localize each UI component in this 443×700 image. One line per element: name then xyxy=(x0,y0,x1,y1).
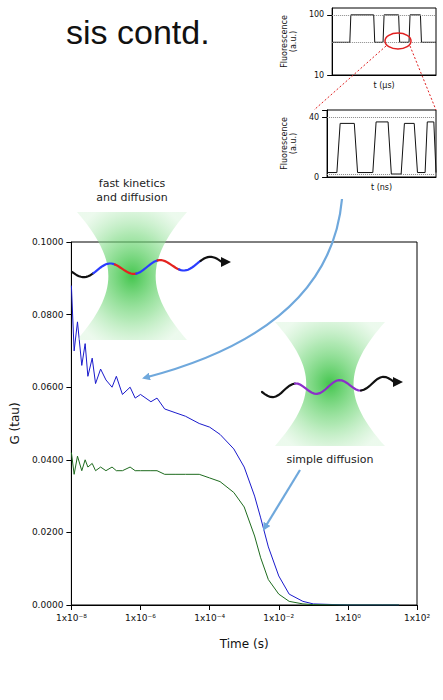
svg-text:0.0600: 0.0600 xyxy=(32,382,64,392)
svg-text:1x10⁻²: 1x10⁻² xyxy=(263,613,294,623)
svg-text:100: 100 xyxy=(309,10,324,19)
svg-text:simple diffusion: simple diffusion xyxy=(287,453,374,466)
svg-text:1x10⁰: 1x10⁰ xyxy=(335,613,362,623)
svg-text:1x10²: 1x10² xyxy=(404,613,431,623)
svg-text:0.0200: 0.0200 xyxy=(32,527,64,537)
svg-text:fast kinetics: fast kinetics xyxy=(99,177,166,190)
svg-text:G (tau): G (tau) xyxy=(8,402,22,444)
svg-text:1x10⁻⁸: 1x10⁻⁸ xyxy=(56,613,87,623)
svg-text:t (µs): t (µs) xyxy=(373,81,394,90)
svg-text:0.1000: 0.1000 xyxy=(32,237,64,247)
svg-text:1x10⁻⁶: 1x10⁻⁶ xyxy=(125,613,156,623)
svg-text:Fluorescence: Fluorescence xyxy=(280,15,289,68)
svg-text:40: 40 xyxy=(309,113,319,122)
svg-text:(a.u.): (a.u.) xyxy=(289,31,298,52)
svg-text:0.0400: 0.0400 xyxy=(32,455,64,465)
svg-text:(a.u.): (a.u.) xyxy=(289,133,298,154)
svg-text:0.0800: 0.0800 xyxy=(32,310,64,320)
svg-text:0: 0 xyxy=(314,173,319,182)
svg-text:Fluorescence: Fluorescence xyxy=(280,117,289,170)
svg-text:and diffusion: and diffusion xyxy=(96,191,167,204)
svg-text:1x10⁻⁴: 1x10⁻⁴ xyxy=(194,613,225,623)
svg-text:sis contd.: sis contd. xyxy=(66,13,210,51)
svg-text:Time (s): Time (s) xyxy=(219,637,269,651)
svg-text:10: 10 xyxy=(314,71,324,80)
svg-text:0.0000: 0.0000 xyxy=(32,600,64,610)
svg-text:t (ns): t (ns) xyxy=(371,183,392,192)
